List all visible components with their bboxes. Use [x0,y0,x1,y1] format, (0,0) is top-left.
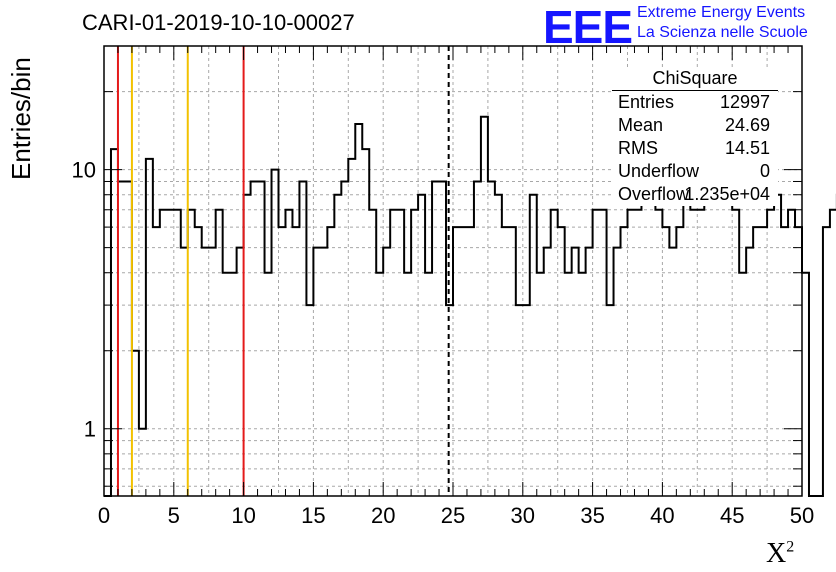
stats-label: Mean [618,115,664,135]
stats-label: Underflow [618,161,700,181]
stats-box: ChiSquare Entries 12997 Mean 24.69 RMS 1… [612,68,778,206]
eee-logo: EEE [543,1,633,53]
stats-title: ChiSquare [612,68,778,91]
stats-row-underflow: Underflow 0 [612,160,778,183]
stats-row-mean: Mean 24.69 [612,114,778,137]
logo-tagline-2: La Scienza nelle Scuole [637,24,808,41]
x-axis-label-text: X [766,538,787,569]
stats-row-overflow: Overflow 1.235e+04 [612,183,778,206]
x-tick-label: 50 [790,503,814,528]
x-tick-label: 0 [98,503,110,528]
x-tick-label: 15 [301,503,325,528]
stats-value: 24.69 [724,115,770,135]
stats-value: 14.51 [724,138,770,158]
chart-title: CARI-01-2019-10-10-00027 [82,10,355,35]
x-tick-label: 45 [720,503,744,528]
x-tick-label: 25 [441,503,465,528]
stats-label: Overflow [618,184,690,204]
y-axis-label: Entries/bin [6,57,36,180]
x-axis-label-superscript: 2 [786,538,795,556]
x-tick-label: 30 [511,503,535,528]
stats-value: 0 [759,161,770,181]
stats-row-rms: RMS 14.51 [612,137,778,160]
stats-label: Entries [618,92,675,112]
stats-label: RMS [618,138,658,158]
x-tick-label: 5 [168,503,180,528]
logo-tagline-1: Extreme Energy Events [637,4,806,21]
x-tick-label: 20 [371,503,395,528]
y-tick-label: 1 [84,417,96,442]
x-tick-label: 40 [650,503,674,528]
stats-row-entries: Entries 12997 [612,91,778,114]
stats-value: 12997 [719,92,770,112]
x-tick-label: 35 [580,503,604,528]
x-tick-label: 10 [231,503,255,528]
histogram-series [104,115,836,497]
x-axis-label: X2 [766,538,794,570]
y-tick-label: 10 [72,158,96,183]
stats-value: 1.235e+04 [684,184,770,204]
